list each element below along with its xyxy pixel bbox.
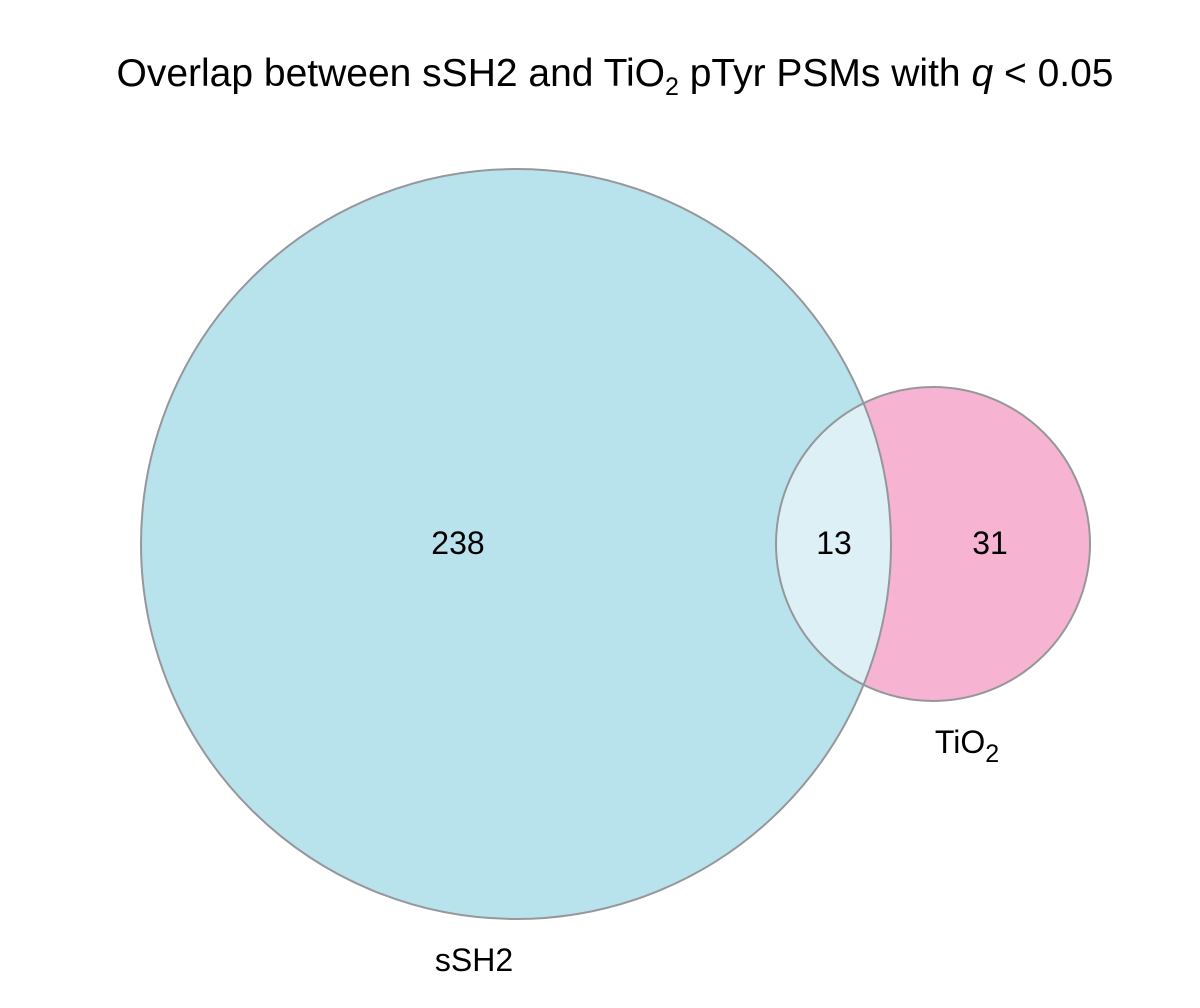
ssh2-set-label: sSH2 <box>435 942 513 978</box>
tio2-set-label: TiO2 <box>935 724 999 768</box>
title-part-1: Overlap between sSH2 and TiO <box>117 52 665 95</box>
chart-title: Overlap between sSH2 and TiO2 pTyr PSMs … <box>117 52 1114 101</box>
tio2-only-count: 31 <box>972 525 1008 561</box>
title-subscript: 2 <box>665 73 679 101</box>
title-italic-q: q <box>971 52 993 95</box>
ssh2-outline <box>140 168 892 920</box>
title-part-2: pTyr PSMs with <box>679 52 972 95</box>
tio2-label-main: TiO <box>935 724 985 760</box>
overlap-region <box>776 387 891 701</box>
tio2-label-subscript: 2 <box>985 740 999 768</box>
title-part-3: < 0.05 <box>993 52 1113 95</box>
ssh2-only-count: 238 <box>431 525 484 561</box>
overlap-count: 13 <box>816 525 852 561</box>
ssh2-circle <box>141 169 891 919</box>
tio2-outline <box>775 386 1091 702</box>
